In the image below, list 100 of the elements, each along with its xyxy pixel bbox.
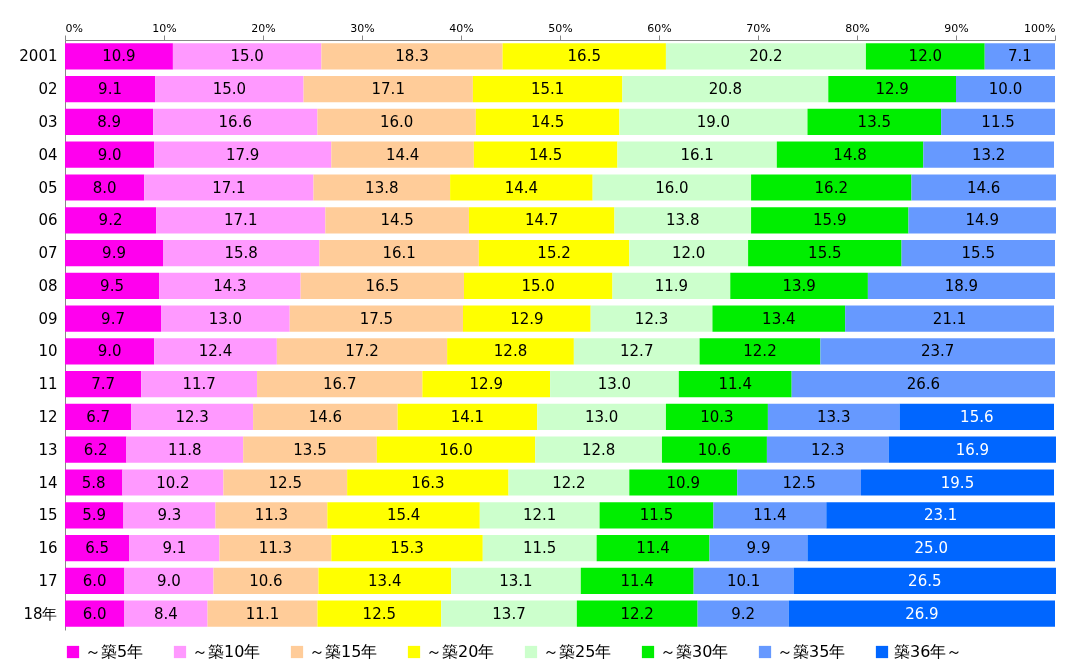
y-tick-label: 08 [38, 276, 58, 295]
bar [219, 534, 332, 562]
data-label: 12.0 [908, 47, 943, 66]
data-label: 19.0 [696, 112, 731, 131]
bar [321, 43, 503, 70]
bar [592, 174, 752, 201]
data-label: 10.2 [156, 473, 190, 492]
bar [276, 338, 448, 365]
bar [126, 436, 244, 463]
data-label: 15.6 [960, 407, 994, 426]
data-label: 11.1 [245, 604, 280, 623]
bar [911, 174, 1056, 201]
data-label: 14.3 [213, 276, 247, 295]
data-label: 10.3 [700, 407, 734, 426]
bar [629, 239, 749, 267]
bar [590, 305, 713, 332]
bar [867, 272, 1055, 299]
data-label: 13.8 [666, 211, 700, 230]
bar [163, 239, 320, 267]
bar [319, 239, 479, 267]
data-label: 6.2 [83, 440, 108, 459]
bar [479, 502, 600, 529]
data-label: 13.0 [584, 407, 619, 426]
bar [820, 338, 1055, 365]
bar [159, 272, 301, 299]
data-label: 21.1 [932, 309, 967, 328]
bar [155, 76, 304, 103]
bar [223, 469, 348, 496]
data-label: 13.0 [208, 309, 243, 328]
bar [899, 403, 1055, 431]
data-label: 6.7 [86, 407, 111, 426]
bar [154, 141, 332, 168]
bar [317, 108, 476, 136]
y-tick-label: 03 [38, 112, 58, 131]
data-label: 17.1 [371, 80, 405, 99]
data-label: 9.1 [98, 80, 122, 99]
bar [537, 403, 666, 431]
data-label: 14.5 [528, 145, 563, 164]
data-label: 14.5 [530, 112, 565, 131]
data-label: 15.5 [808, 244, 842, 263]
bar [124, 567, 214, 594]
data-label: 12.5 [362, 604, 397, 623]
bar [614, 207, 752, 234]
data-label: 20.8 [708, 80, 743, 99]
data-label: 12.2 [552, 473, 586, 492]
legend-label: 築36年～ [894, 642, 963, 661]
data-label: 15.4 [386, 506, 421, 525]
data-label: 15.3 [390, 539, 424, 558]
data-label: 12.2 [743, 342, 777, 361]
bar [462, 305, 591, 332]
bar [828, 76, 956, 103]
data-label: 9.2 [731, 604, 756, 623]
data-label: 9.0 [97, 145, 122, 164]
data-label: 15.0 [521, 276, 555, 295]
data-label: 16.5 [365, 276, 399, 295]
bar [596, 534, 710, 562]
bar [807, 108, 942, 136]
x-tick-label: 100% [1024, 21, 1056, 35]
data-label: 20.2 [749, 47, 783, 66]
bar [619, 108, 808, 136]
bar [65, 371, 142, 398]
data-label: 14.7 [524, 211, 559, 230]
data-label: 10.6 [697, 440, 732, 459]
bar [397, 403, 538, 431]
data-label: 12.5 [268, 473, 302, 492]
x-tick-label: 70% [746, 21, 771, 35]
data-label: 9.7 [101, 309, 125, 328]
data-label: 14.4 [504, 178, 539, 197]
bar [751, 207, 909, 234]
data-label: 14.5 [380, 211, 414, 230]
x-tick-label: 30% [350, 21, 375, 35]
data-label: 16.2 [814, 178, 848, 197]
bar [665, 43, 866, 70]
data-label: 14.6 [308, 407, 343, 426]
bar [475, 108, 620, 136]
bar [65, 469, 123, 496]
data-label: 17.1 [224, 211, 258, 230]
bar [300, 272, 464, 299]
bar [331, 534, 483, 562]
bar [699, 338, 821, 365]
data-label: 18.9 [944, 276, 979, 295]
bar [865, 43, 985, 70]
data-label: 15.8 [224, 244, 258, 263]
bar [65, 403, 132, 431]
bar [661, 436, 767, 463]
data-label: 9.9 [746, 539, 771, 558]
y-tick-label: 06 [38, 211, 58, 230]
bar [776, 141, 924, 168]
bar [845, 305, 1055, 332]
data-label: 17.5 [359, 309, 394, 328]
data-label: 23.1 [923, 506, 958, 525]
bar [65, 108, 154, 136]
bar [122, 469, 224, 496]
data-label: 15.2 [537, 244, 571, 263]
data-label: 12.9 [875, 80, 909, 99]
data-label: 13.5 [293, 440, 327, 459]
bar [65, 436, 127, 463]
data-label: 8.9 [97, 112, 121, 131]
data-label: 19.5 [940, 473, 975, 492]
data-label: 16.7 [323, 375, 357, 394]
